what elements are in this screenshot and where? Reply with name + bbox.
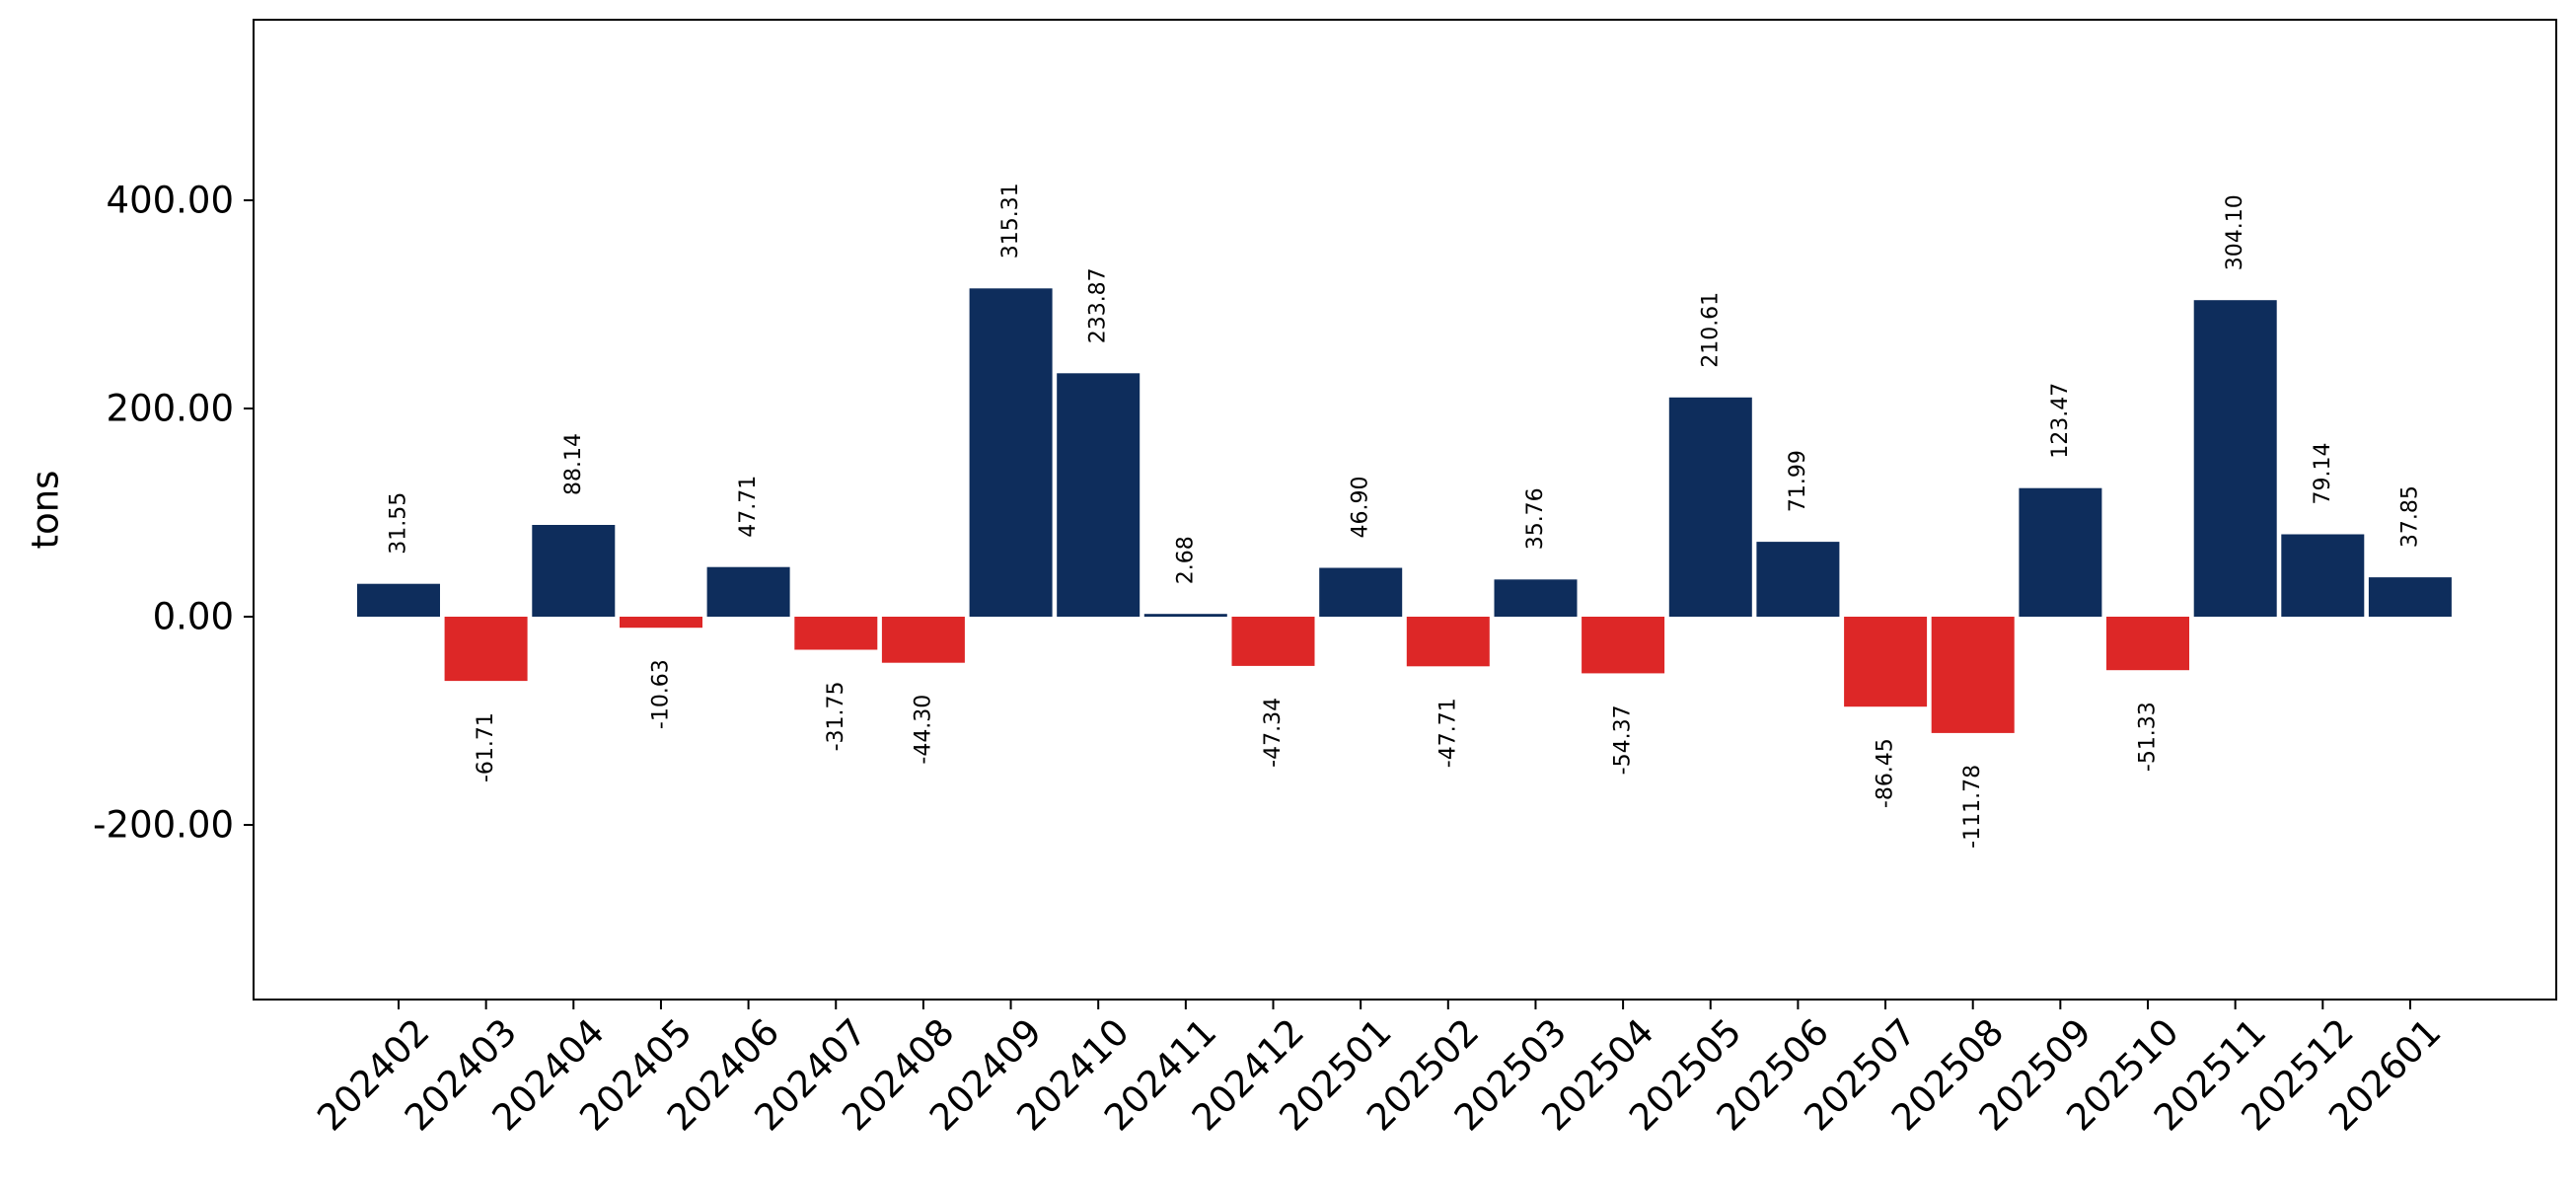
bar-value-label: 71.99: [1786, 450, 1810, 512]
bar-202510: [2106, 617, 2189, 671]
bar-202404: [532, 525, 616, 617]
bar-value-label: 35.76: [1523, 487, 1548, 550]
bar-202410: [1057, 373, 1141, 617]
bar-202403: [444, 617, 528, 682]
bar-value-label: 46.90: [1349, 477, 1373, 539]
bar-202506: [1756, 542, 1840, 617]
bar-202411: [1143, 614, 1227, 617]
bar-202507: [1844, 617, 1928, 707]
bar-value-label: -44.30: [911, 695, 935, 765]
bar-202508: [1931, 617, 2015, 733]
value-labels-layer: 31.55 -61.71 88.14 -10.63 47.71 -31.75 -44.30 3…: [387, 183, 2423, 849]
bar-value-label: 210.61: [1698, 292, 1723, 368]
bar-value-label: -47.71: [1435, 698, 1460, 768]
bar-value-label: -47.34: [1261, 698, 1286, 768]
bar-value-label: 304.10: [2223, 194, 2247, 270]
bar-202408: [881, 617, 965, 663]
bar-202409: [969, 288, 1053, 617]
y-axis-label: tons: [25, 471, 67, 550]
bar-202503: [1494, 579, 1578, 617]
bar-value-label: 123.47: [2048, 383, 2073, 459]
bar-value-label: 315.31: [998, 183, 1023, 259]
bar-value-label: 31.55: [387, 492, 411, 555]
bar-value-label: -86.45: [1874, 738, 1898, 808]
bar-202407: [794, 617, 878, 650]
bar-202502: [1406, 617, 1490, 667]
bar-202402: [357, 583, 440, 617]
bar-value-label: -54.37: [1611, 705, 1636, 775]
y-tick-label: 400.00: [107, 180, 234, 222]
bar-value-label: 88.14: [561, 433, 586, 495]
bar-202505: [1668, 397, 1752, 617]
bar-value-label: -51.33: [2136, 702, 2161, 772]
bar-value-label: 2.68: [1173, 536, 1198, 584]
bar-202406: [706, 566, 790, 617]
bar-value-label: 47.71: [736, 476, 761, 538]
y-tick-label: 200.00: [107, 388, 234, 430]
bars-layer: [357, 288, 2452, 733]
bar-value-label: 37.85: [2397, 485, 2422, 548]
bar-202504: [1582, 617, 1665, 674]
bar-202501: [1319, 567, 1403, 617]
y-tick-label: 0.00: [153, 596, 234, 638]
bar-202601: [2368, 577, 2452, 617]
plot-area-frame: [253, 19, 2557, 1001]
bar-value-label: -61.71: [474, 712, 498, 782]
bar-value-label: 233.87: [1086, 267, 1111, 343]
bar-202511: [2193, 300, 2277, 617]
y-tick-label: -200.00: [93, 804, 234, 847]
bar-202512: [2281, 534, 2365, 617]
bar-202412: [1231, 617, 1315, 666]
bar-value-label: -31.75: [824, 682, 848, 752]
bar-value-label: 79.14: [2311, 443, 2335, 505]
bar-202405: [620, 617, 702, 629]
bar-value-label: -111.78: [1960, 765, 1985, 849]
bar-value-label: -10.63: [649, 659, 674, 729]
x-axis: 2024022024032024042024052024062024072024…: [309, 1000, 2449, 1139]
bar-202509: [2019, 487, 2102, 617]
y-axis: -200.00 0.00 200.00 400.00: [93, 180, 254, 847]
